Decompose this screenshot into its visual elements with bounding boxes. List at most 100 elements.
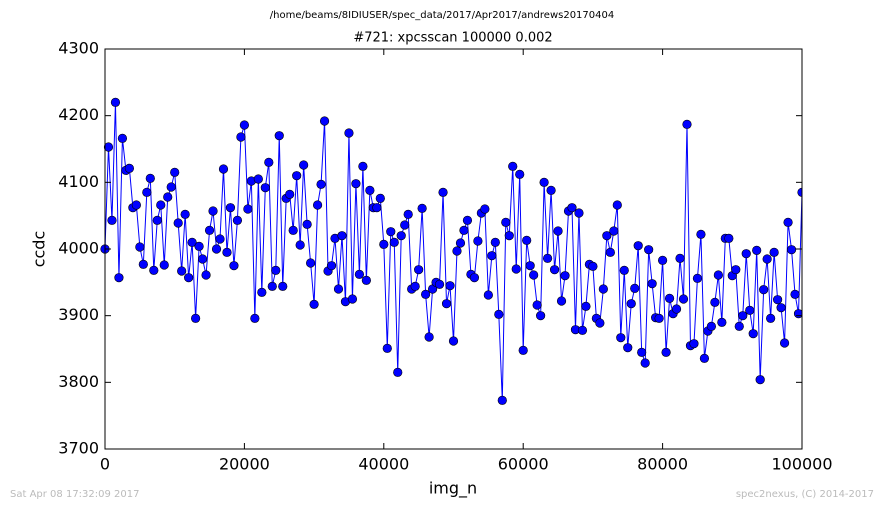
data-point bbox=[260, 183, 270, 193]
data-point bbox=[180, 209, 190, 219]
data-point bbox=[131, 200, 141, 210]
data-point bbox=[525, 261, 535, 271]
data-point bbox=[156, 200, 166, 210]
data-point bbox=[745, 305, 755, 315]
data-point bbox=[696, 229, 706, 239]
y-tick-label: 3700 bbox=[58, 439, 99, 458]
data-point bbox=[218, 164, 229, 174]
footer-right: spec2nexus, (C) 2014-2017 bbox=[736, 489, 874, 500]
data-point bbox=[553, 226, 563, 236]
data-point bbox=[630, 283, 640, 293]
data-point bbox=[717, 317, 727, 327]
data-point bbox=[421, 289, 431, 299]
data-point bbox=[448, 336, 459, 346]
data-point bbox=[351, 179, 361, 189]
data-point bbox=[229, 261, 239, 271]
y-tick-label: 4100 bbox=[58, 172, 99, 191]
data-point bbox=[264, 157, 274, 167]
data-point bbox=[358, 161, 368, 171]
data-point bbox=[107, 215, 117, 225]
data-point bbox=[501, 217, 511, 227]
data-point bbox=[159, 260, 169, 270]
y-tick-label: 3800 bbox=[58, 372, 99, 391]
data-point bbox=[511, 264, 521, 274]
data-point bbox=[204, 225, 215, 235]
data-point bbox=[574, 208, 584, 218]
data-point bbox=[724, 233, 734, 243]
data-point bbox=[177, 266, 187, 276]
data-point bbox=[675, 253, 685, 263]
data-point bbox=[731, 265, 741, 275]
data-point bbox=[532, 300, 542, 310]
y-axis-label: ccdc bbox=[30, 231, 49, 268]
data-point bbox=[309, 299, 319, 309]
data-point bbox=[549, 265, 560, 275]
y-tick-label: 4000 bbox=[58, 239, 99, 258]
data-point bbox=[239, 120, 249, 130]
suptitle: /home/beams/8IDIUSER/spec_data/2017/Apr2… bbox=[270, 10, 614, 21]
data-point bbox=[783, 217, 793, 227]
data-point bbox=[410, 281, 420, 291]
data-point bbox=[267, 281, 277, 291]
data-point bbox=[170, 167, 180, 177]
data-point bbox=[689, 339, 699, 349]
data-point bbox=[619, 265, 629, 275]
data-point bbox=[755, 375, 765, 385]
data-point bbox=[400, 220, 410, 230]
data-point bbox=[710, 297, 720, 307]
data-point bbox=[117, 133, 128, 143]
data-point bbox=[354, 269, 365, 279]
data-point bbox=[344, 128, 354, 138]
x-tick-label: 40000 bbox=[358, 455, 409, 474]
data-point bbox=[734, 321, 744, 331]
data-point bbox=[536, 311, 546, 321]
data-point bbox=[236, 132, 246, 142]
data-point bbox=[567, 203, 577, 213]
data-point bbox=[581, 301, 591, 311]
data-point bbox=[786, 245, 797, 255]
data-point bbox=[752, 245, 762, 255]
data-point bbox=[623, 343, 633, 353]
data-point bbox=[682, 119, 692, 129]
data-point bbox=[197, 254, 208, 264]
data-point bbox=[483, 290, 493, 300]
x-tick-label: 20000 bbox=[219, 455, 270, 474]
x-tick-label: 80000 bbox=[637, 455, 688, 474]
data-point bbox=[191, 313, 201, 323]
data-point bbox=[612, 200, 622, 210]
data-point bbox=[103, 142, 114, 152]
data-point bbox=[595, 318, 605, 328]
data-point bbox=[215, 234, 225, 244]
data-point bbox=[375, 193, 385, 203]
data-point bbox=[654, 313, 664, 323]
data-point bbox=[452, 246, 462, 256]
data-point bbox=[459, 225, 469, 235]
data-point bbox=[671, 304, 682, 314]
data-point bbox=[135, 242, 145, 252]
data-point bbox=[312, 200, 323, 210]
data-point bbox=[243, 204, 253, 214]
data-point bbox=[508, 161, 518, 171]
data-point bbox=[640, 358, 650, 368]
data-point bbox=[393, 367, 403, 377]
data-point bbox=[657, 255, 668, 265]
data-point bbox=[441, 299, 452, 309]
data-point bbox=[145, 173, 155, 183]
data-point bbox=[713, 270, 723, 280]
y-tick-label: 3900 bbox=[58, 305, 99, 324]
y-tick-label: 4300 bbox=[58, 39, 99, 58]
data-point bbox=[546, 185, 556, 195]
footer-left: Sat Apr 08 17:32:09 2017 bbox=[10, 489, 140, 500]
data-point bbox=[462, 215, 473, 225]
data-point bbox=[152, 215, 162, 225]
data-point bbox=[706, 321, 716, 331]
data-point bbox=[302, 219, 312, 229]
data-point bbox=[438, 187, 448, 197]
data-point bbox=[347, 294, 358, 304]
data-point bbox=[678, 294, 689, 304]
data-point bbox=[741, 249, 751, 259]
data-point bbox=[319, 116, 330, 126]
data-point bbox=[292, 171, 302, 181]
